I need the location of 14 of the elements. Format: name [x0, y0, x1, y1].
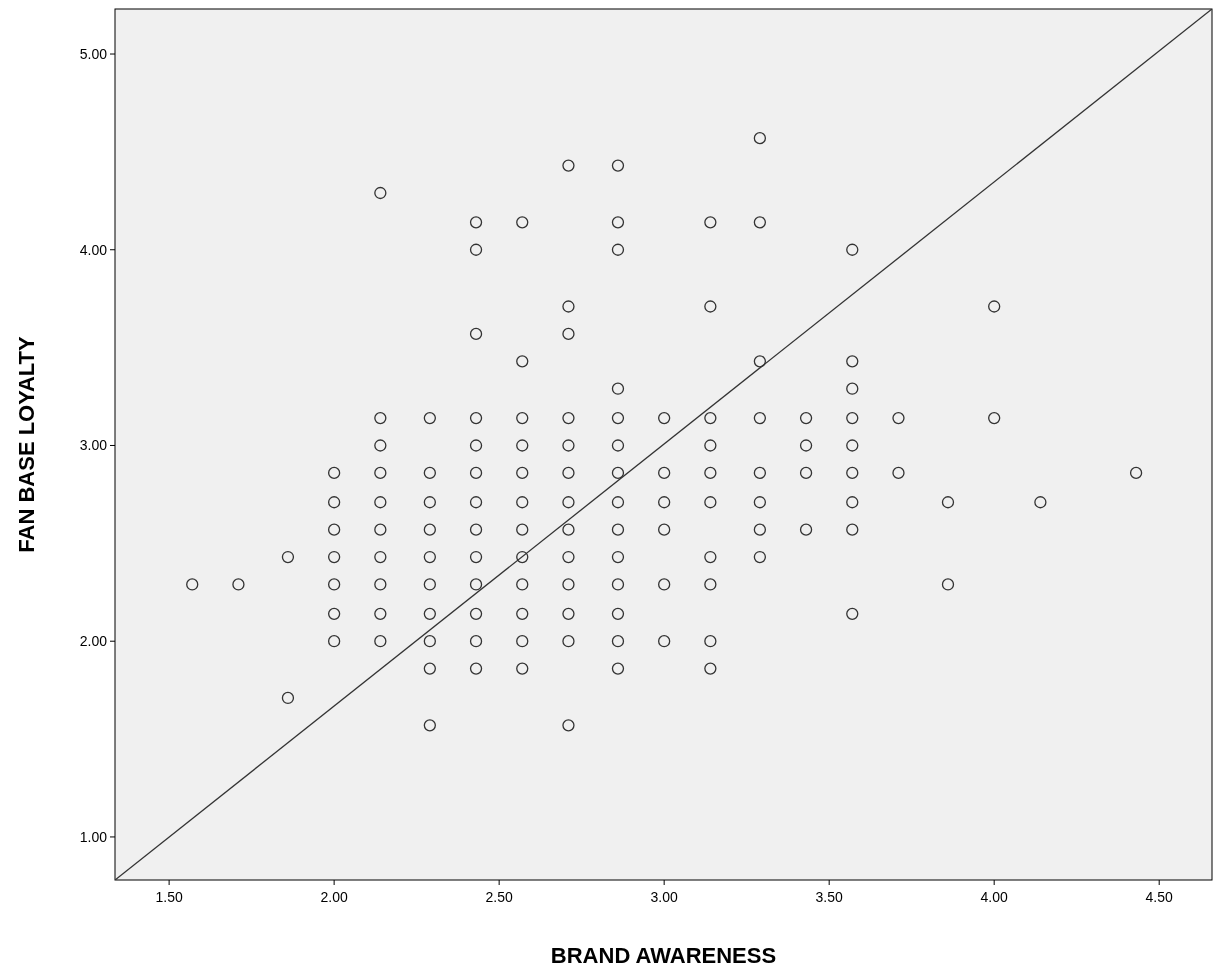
x-axis-title: BRAND AWARENESS — [550, 943, 777, 968]
y-tick-label: 5.00 — [79, 45, 108, 62]
x-tick-label: 4.50 — [1145, 889, 1174, 905]
y-tick-label: 4.00 — [79, 241, 108, 258]
x-tick-label: 3.50 — [815, 889, 844, 905]
y-tick-label: 1.00 — [79, 828, 108, 845]
x-tick-label: 2.50 — [485, 889, 513, 905]
y-axis-title: FAN BASE LOYALTY — [14, 336, 39, 553]
x-tick-label: 4.00 — [980, 889, 1009, 905]
y-tick-label: 3.00 — [79, 437, 108, 454]
x-tick-label: 2.00 — [320, 889, 348, 905]
x-tick-label: 1.50 — [155, 889, 183, 905]
x-tick-label: 3.00 — [650, 889, 678, 905]
y-tick-label: 2.00 — [79, 633, 108, 650]
